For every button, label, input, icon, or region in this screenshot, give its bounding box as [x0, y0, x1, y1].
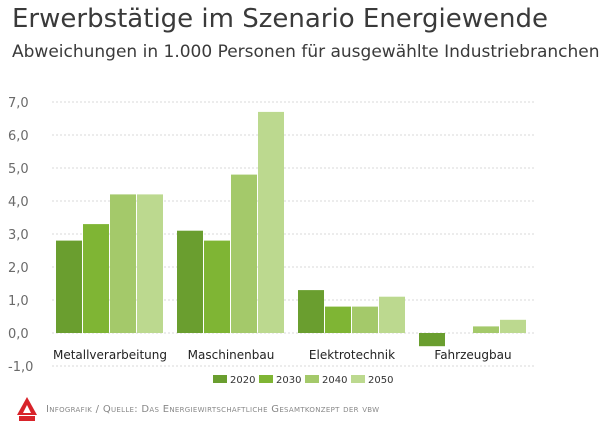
- bar-metallverarbeitung-2030: [83, 224, 109, 333]
- category-label: Fahrzeugbau: [434, 348, 511, 362]
- bar-maschinenbau-2050: [258, 111, 284, 334]
- category-label: Metallverarbeitung: [53, 348, 167, 362]
- bar-metallverarbeitung-2040: [110, 194, 136, 333]
- legend-swatch: [305, 375, 319, 383]
- y-tick-label: 4,0: [8, 195, 29, 210]
- chart-title: Erwerbstätige im Szenario Energiewende: [12, 4, 548, 34]
- y-tick-label: 6,0: [8, 129, 29, 144]
- bar-metallverarbeitung-2020: [56, 240, 82, 333]
- legend-label: 2050: [368, 375, 393, 386]
- y-tick-label: 5,0: [8, 162, 29, 177]
- chart-subtitle: Abweichungen in 1.000 Personen für ausge…: [12, 42, 600, 62]
- bar-elektrotechnik-2050: [379, 296, 405, 333]
- legend-swatch: [351, 375, 365, 383]
- y-tick-label: 0,0: [8, 327, 29, 342]
- ig-metall-logo-icon: [17, 397, 37, 421]
- bar-maschinenbau-2030: [204, 240, 230, 333]
- bar-metallverarbeitung-2050: [137, 194, 163, 333]
- y-tick-label: 1,0: [8, 294, 29, 309]
- bar-fahrzeugbau-2020: [419, 333, 445, 347]
- y-tick-label: -1,0: [8, 360, 33, 375]
- source-note: Infografik / Quelle: Das Energiewirtscha…: [46, 404, 380, 415]
- category-label: Elektrotechnik: [309, 348, 395, 362]
- bar-elektrotechnik-2040: [352, 306, 378, 333]
- y-tick-label: 2,0: [8, 261, 29, 276]
- bar-elektrotechnik-2020: [298, 290, 324, 333]
- bar-maschinenbau-2040: [231, 174, 257, 333]
- y-tick-label: 7,0: [8, 96, 29, 111]
- y-tick-label: 3,0: [8, 228, 29, 243]
- bar-maschinenbau-2020: [177, 230, 203, 333]
- legend-label: 2030: [276, 375, 301, 386]
- bar-elektrotechnik-2030: [325, 306, 351, 333]
- category-label: Maschinenbau: [188, 348, 275, 362]
- legend-label: 2040: [322, 375, 347, 386]
- legend-swatch: [259, 375, 273, 383]
- legend-swatch: [213, 375, 227, 383]
- bar-fahrzeugbau-2050: [500, 319, 526, 333]
- bar-fahrzeugbau-2040: [473, 326, 499, 333]
- legend-label: 2020: [230, 375, 255, 386]
